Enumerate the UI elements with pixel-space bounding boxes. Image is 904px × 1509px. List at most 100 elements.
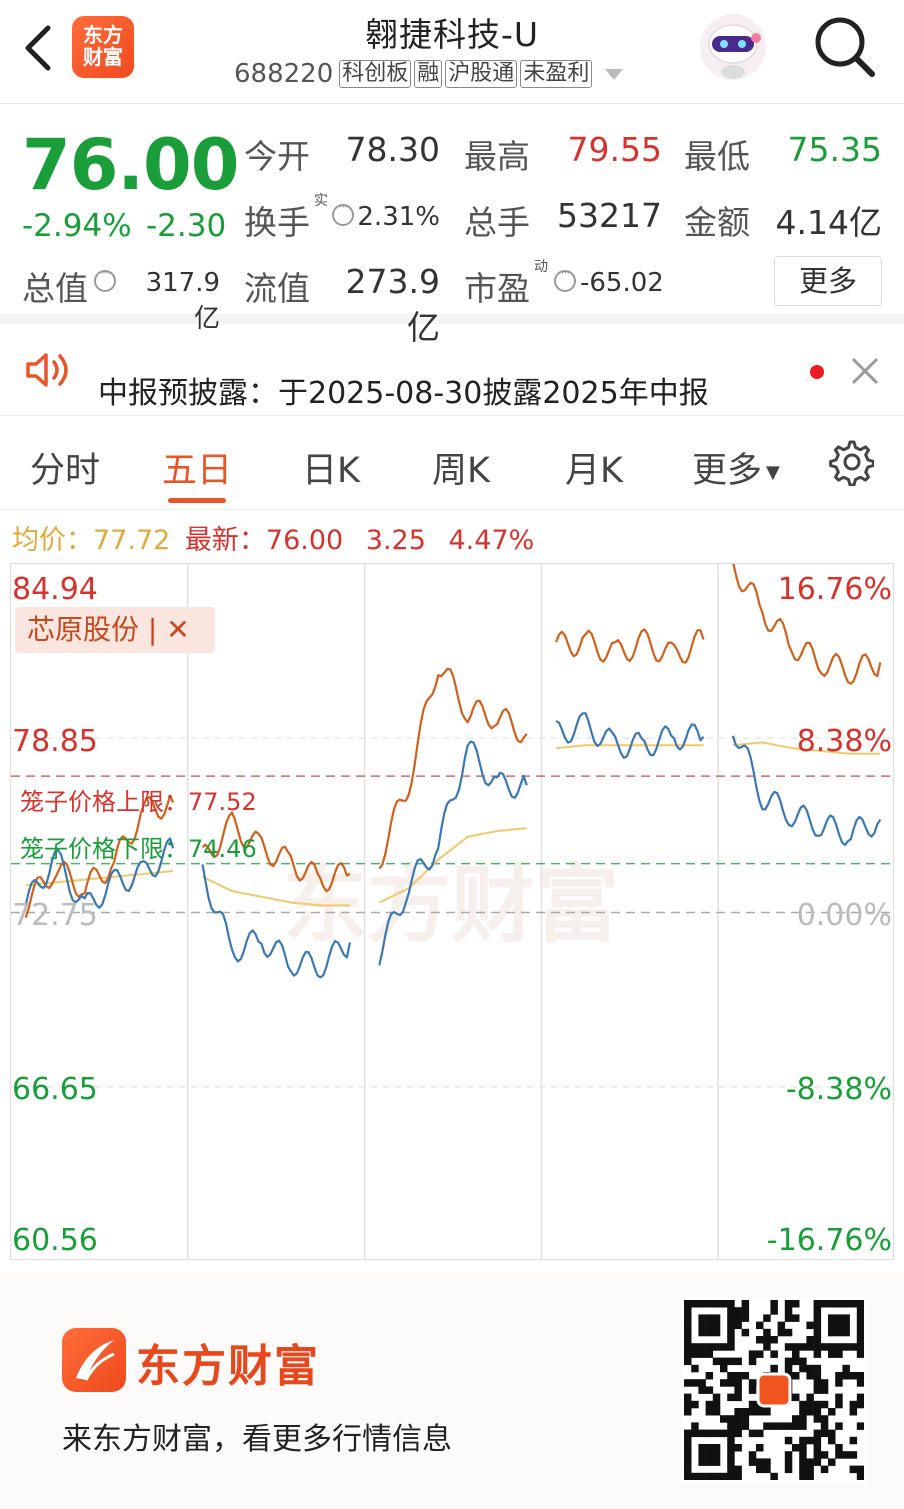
more-quote-button[interactable]: 更多 <box>774 256 882 306</box>
qr-module <box>806 1393 814 1402</box>
qr-module <box>741 1314 750 1322</box>
qr-module <box>828 1328 836 1337</box>
qr-module <box>792 1314 800 1322</box>
chart-canvas: 东方财富 <box>11 564 893 1259</box>
qr-module <box>792 1357 800 1366</box>
qr-module <box>705 1321 714 1330</box>
stock-title: 翱捷科技-U <box>364 15 540 54</box>
qr-module <box>684 1408 692 1416</box>
back-icon[interactable] <box>18 20 62 76</box>
series-line-1 <box>732 564 882 685</box>
qr-module <box>813 1307 822 1315</box>
five-day-chart[interactable]: 东方财富 <box>10 563 894 1260</box>
qr-module <box>842 1343 850 1351</box>
qr-module <box>806 1436 814 1445</box>
qr-module <box>763 1422 771 1430</box>
qr-module <box>748 1458 757 1466</box>
qr-module <box>705 1300 714 1308</box>
qr-module <box>820 1415 829 1423</box>
y-right-label: -16.76% <box>766 1223 892 1258</box>
qr-module <box>734 1393 742 1402</box>
qr-module <box>806 1364 814 1373</box>
qr-module <box>799 1472 807 1481</box>
qr-module <box>784 1357 793 1366</box>
qr-module <box>835 1393 843 1402</box>
qr-module <box>727 1300 735 1308</box>
qr-module <box>813 1436 822 1445</box>
lower-limit-text: 笼子价格下限：74.46 <box>20 829 257 864</box>
search-icon[interactable] <box>810 12 878 80</box>
qr-module <box>705 1400 714 1409</box>
qr-module <box>698 1321 706 1330</box>
qr-module <box>684 1472 692 1481</box>
app-logo[interactable]: 东方 财富 <box>72 16 134 78</box>
qr-module <box>748 1408 757 1416</box>
qr-module <box>856 1328 865 1337</box>
qr-module <box>777 1422 786 1430</box>
qr-module <box>712 1458 721 1466</box>
qr-module <box>856 1350 865 1358</box>
info-icon[interactable] <box>332 200 354 226</box>
qr-module <box>835 1350 843 1358</box>
stock-subtitle[interactable]: 688220 科创板 融 沪股通 未盈利 <box>234 58 624 90</box>
notice-bar[interactable]: 中报预披露：于2025-08-30披露2025年中报 <box>0 324 904 416</box>
qr-module <box>813 1364 822 1373</box>
qr-module <box>698 1343 706 1351</box>
qr-module <box>734 1321 742 1330</box>
qr-module <box>842 1364 850 1373</box>
qr-module <box>705 1444 714 1452</box>
tab-daily-k[interactable]: 日K <box>302 451 360 491</box>
qr-module <box>712 1444 721 1452</box>
qr-module <box>691 1429 699 1438</box>
turnover-label: 换手 <box>244 203 310 242</box>
qr-module <box>734 1372 742 1380</box>
qr-module <box>748 1379 757 1387</box>
qr-module <box>856 1465 865 1474</box>
settings-gear-icon[interactable] <box>826 438 874 486</box>
tab-weekly-k[interactable]: 周K <box>432 451 490 491</box>
qr-module <box>712 1300 721 1308</box>
qr-module <box>856 1314 865 1322</box>
last-value: 76.00 <box>265 525 344 556</box>
robot-assistant-icon[interactable] <box>698 12 768 82</box>
qr-module <box>691 1472 699 1481</box>
qr-module <box>849 1436 858 1445</box>
qr-module <box>698 1379 706 1387</box>
tab-five-day[interactable]: 五日 <box>162 451 233 491</box>
qr-module <box>835 1314 843 1322</box>
close-icon[interactable] <box>850 356 880 386</box>
qr-module <box>684 1465 692 1474</box>
qr-module <box>813 1400 822 1409</box>
qr-module <box>705 1408 714 1416</box>
qr-module <box>734 1472 742 1481</box>
qr-module <box>756 1350 764 1358</box>
qr-module <box>784 1300 793 1308</box>
qr-module <box>698 1458 706 1466</box>
compare-stock-tag[interactable]: 芯原股份 | ✕ <box>15 607 215 653</box>
tab-intraday[interactable]: 分时 <box>30 451 101 491</box>
tab-monthly-k[interactable]: 月K <box>565 451 623 491</box>
qr-module <box>712 1408 721 1416</box>
qr-module <box>835 1343 843 1351</box>
qr-module <box>684 1458 692 1466</box>
qr-module <box>828 1343 836 1351</box>
series-line-2 <box>556 744 704 750</box>
qr-module <box>684 1343 692 1351</box>
info-icon[interactable] <box>94 266 116 292</box>
qr-module <box>748 1386 757 1394</box>
qr-module <box>720 1472 728 1481</box>
qr-module <box>792 1415 800 1423</box>
qr-module <box>684 1350 692 1358</box>
chevron-down-icon[interactable] <box>605 68 624 80</box>
qr-module <box>734 1415 742 1423</box>
open-value: 78.30 <box>345 130 440 169</box>
tab-more[interactable]: 更多 ▼ <box>692 442 780 493</box>
eastmoney-logo-icon <box>62 1328 126 1392</box>
qr-module <box>727 1436 735 1445</box>
qr-module <box>849 1343 858 1351</box>
qr-module <box>835 1372 843 1380</box>
qr-module <box>734 1386 742 1394</box>
qr-module <box>842 1451 850 1459</box>
diff-percent: 4.47% <box>448 525 535 556</box>
info-icon[interactable] <box>554 266 576 292</box>
